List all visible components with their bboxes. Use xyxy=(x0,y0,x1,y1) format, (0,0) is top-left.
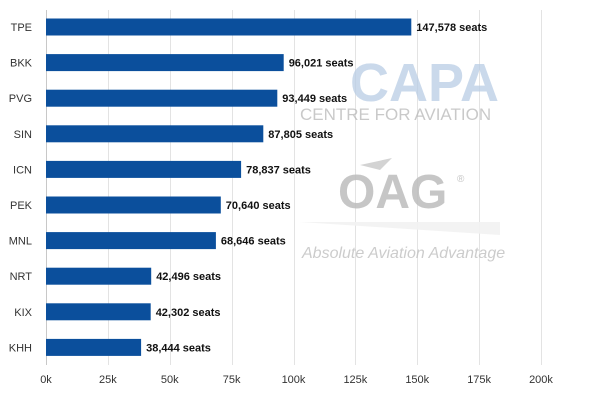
x-tick-label: 0k xyxy=(40,374,52,386)
bar xyxy=(46,18,412,36)
bar-data-label: 70,640 seats xyxy=(226,200,291,212)
bar-data-label: 147,578 seats xyxy=(416,22,487,34)
bar-data-label: 68,646 seats xyxy=(221,236,286,248)
y-category-label: BKK xyxy=(10,58,33,70)
bar-data-label: 96,021 seats xyxy=(289,58,354,70)
oag-tagline-watermark: Absolute Aviation Advantage xyxy=(301,245,505,262)
x-tick-label: 125k xyxy=(343,374,367,386)
y-category-label: KHH xyxy=(9,342,32,354)
bars xyxy=(46,18,412,356)
x-tick-label: 200k xyxy=(529,374,553,386)
bar-data-label: 87,805 seats xyxy=(268,129,333,141)
oag-underline-swoosh xyxy=(300,222,500,235)
x-tick-label: 175k xyxy=(467,374,491,386)
bar xyxy=(46,125,264,143)
bar xyxy=(46,232,216,250)
y-category-label: NRT xyxy=(10,271,33,283)
watermarks: CAPA CENTRE FOR AVIATION OAG ® Absolute … xyxy=(300,53,505,262)
bar-data-label: 38,444 seats xyxy=(146,342,211,354)
x-axis-tick-labels: 0k 25k 50k 75k 100k 125k 150k 175k 200k xyxy=(40,374,553,386)
bar-data-label: 42,302 seats xyxy=(156,307,221,319)
x-tick-label: 100k xyxy=(282,374,306,386)
bar xyxy=(46,303,151,321)
oag-registered-mark: ® xyxy=(457,174,465,185)
y-category-label: MNL xyxy=(9,236,32,248)
bar xyxy=(46,54,284,72)
y-category-label: ICN xyxy=(13,164,32,176)
bar xyxy=(46,196,221,214)
oag-swoosh-icon xyxy=(360,158,392,170)
x-tick-label: 50k xyxy=(161,374,179,386)
capa-subtitle-watermark: CENTRE FOR AVIATION xyxy=(300,105,491,124)
bar xyxy=(46,89,278,107)
bar xyxy=(46,160,242,178)
bar-data-label: 78,837 seats xyxy=(246,164,311,176)
data-labels: 147,578 seats 96,021 seats 93,449 seats 87,… xyxy=(146,22,487,354)
x-tick-label: 150k xyxy=(405,374,429,386)
y-category-label: PVG xyxy=(9,93,32,105)
bar xyxy=(46,338,142,356)
y-axis-category-labels: TPE BKK PVG SIN ICN PEK MNL NRT KIX KHH xyxy=(9,22,33,354)
y-category-label: KIX xyxy=(14,307,32,319)
y-category-label: PEK xyxy=(10,200,33,212)
x-tick-label: 25k xyxy=(99,374,117,386)
x-tick-label: 75k xyxy=(223,374,241,386)
bar-data-label: 93,449 seats xyxy=(282,93,347,105)
bar-data-label: 42,496 seats xyxy=(156,271,221,283)
y-category-label: TPE xyxy=(11,22,32,34)
y-category-label: SIN xyxy=(14,129,32,141)
bar xyxy=(46,267,152,285)
capa-logo-watermark: CAPA xyxy=(350,53,499,113)
oag-logo-watermark: OAG xyxy=(338,166,447,219)
